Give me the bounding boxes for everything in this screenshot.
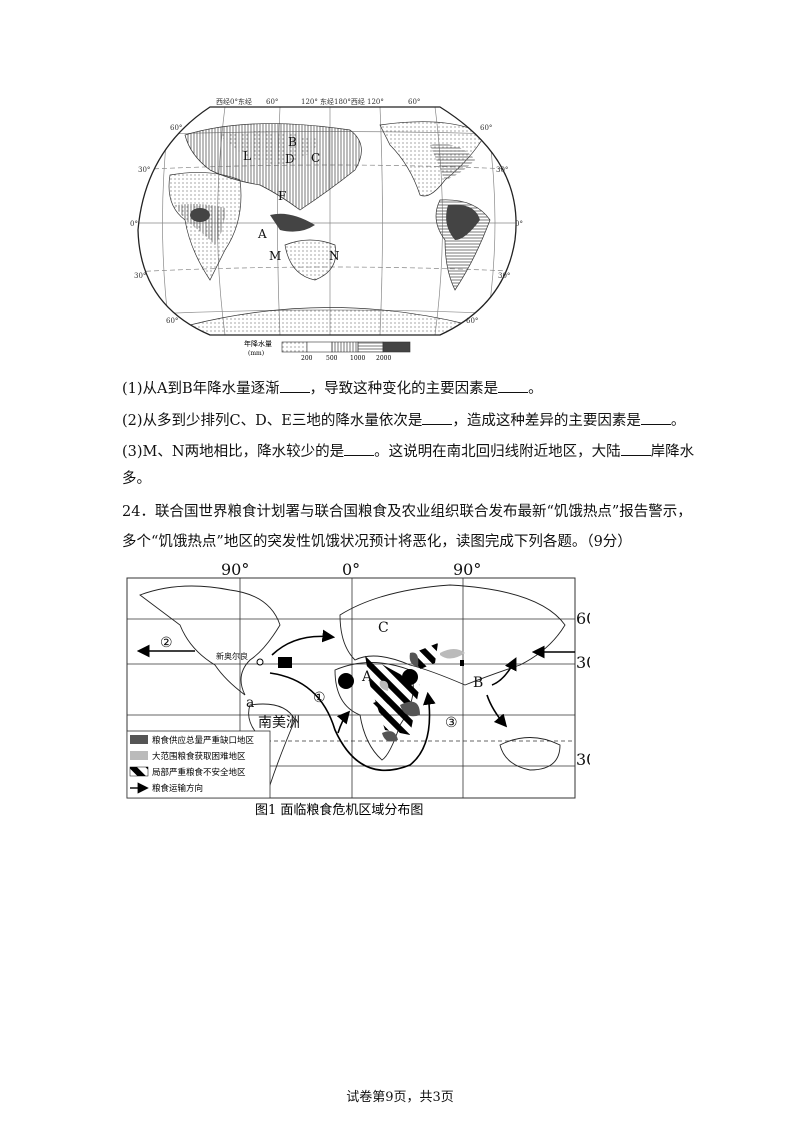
precipitation-world-map: 西经0°东经 60° 120° 东经180°西经 120° 60° 60° 30… (130, 97, 523, 362)
question-2: (2)从多到少排列C、D、E三地的降水量依次是 ，造成这种差异的主要因素是。 (122, 410, 685, 431)
svg-text:200: 200 (301, 355, 313, 362)
food-crisis-map: 90° 0° 90° 60° 30° 30° ② ① ③ A B C a 南美洲… (126, 560, 590, 818)
svg-text:500: 500 (326, 355, 338, 362)
map1-top-label: 120° (367, 98, 384, 106)
point-label-d: D (285, 152, 295, 166)
label-a-upper: A (361, 669, 373, 685)
svg-text:粮食供应总量严重缺口地区: 粮食供应总量严重缺口地区 (152, 735, 255, 746)
answer-blank[interactable] (279, 378, 310, 393)
question-3: (3)M、N两地相比，降水较少的是 。这说明在南北回归线附近地区，大陆 岸降水 (122, 441, 694, 462)
answer-blank[interactable] (620, 441, 651, 456)
svg-text:2000: 2000 (376, 355, 391, 362)
question-24-line1: 24．联合国世界粮食计划署与联合国粮食及农业组织联合发布最新“饥饿热点”报告警示… (122, 504, 692, 520)
svg-text:(mm): (mm) (248, 350, 264, 357)
label-circle-1: ① (313, 690, 326, 706)
map2-legend: 粮食供应总量严重缺口地区 大范围粮食获取困难地区 局部严重粮食不安全地区 粮食运… (126, 730, 271, 799)
latitude-label: 30° (576, 750, 590, 769)
label-circle-2: ② (160, 635, 173, 651)
point-label-a: A (257, 227, 267, 241)
point-label-f: F (278, 189, 286, 203)
svg-text:年降水量: 年降水量 (244, 339, 272, 348)
svg-text:粮食运输方向: 粮食运输方向 (152, 783, 203, 794)
question-1: (1)从A到B年降水量逐渐 ，导致这种变化的主要因素是。 (122, 378, 543, 399)
map1-top-label: 60° (266, 98, 278, 106)
point-label-c: C (311, 151, 320, 165)
svg-text:1000: 1000 (350, 355, 365, 362)
label-a-lower: a (246, 695, 254, 711)
question-24-line2: 多个“饥饿热点”地区的突发性饥饿状况预计将恶化，读图完成下列各题。（9分） (122, 534, 632, 550)
question-3-continuation: 多。 (122, 471, 151, 487)
map1-top-label: 120° (301, 98, 318, 106)
longitude-label: 0° (342, 560, 360, 579)
longitude-label: 90° (221, 560, 249, 579)
point-label-b: B (288, 135, 297, 149)
city-label: 新奥尔良 (216, 651, 248, 661)
svg-text:局部严重粮食不安全地区: 局部严重粮食不安全地区 (152, 767, 246, 778)
map1-lat-label: 30° (496, 166, 508, 174)
answer-blank[interactable] (498, 378, 529, 393)
label-c: C (378, 620, 389, 636)
map1-lat-label: 30° (498, 272, 510, 280)
latitude-label: 60° (576, 609, 590, 628)
answer-blank[interactable] (422, 410, 453, 425)
label-b: B (473, 675, 483, 691)
label-circle-3: ③ (445, 715, 458, 731)
map1-lat-label: 0° (515, 220, 523, 228)
map1-lat-label: 30° (138, 166, 150, 174)
longitude-label: 90° (453, 560, 481, 579)
map1-lat-label: 60° (466, 317, 478, 325)
continent-label: 南美洲 (258, 715, 300, 731)
answer-blank[interactable] (640, 410, 671, 425)
map1-top-label: 西经0°东经 (216, 97, 252, 106)
svg-text:大范围粮食获取困难地区: 大范围粮食获取困难地区 (152, 751, 246, 762)
precipitation-legend: 年降水量 (mm) 200 500 1000 2000 (244, 339, 411, 362)
answer-blank[interactable] (344, 441, 375, 456)
map1-top-label: 东经180°西经 (320, 97, 365, 106)
map1-top-label: 60° (408, 98, 420, 106)
point-label-n: N (329, 249, 340, 263)
figure-caption: 图1 面临粮食危机区域分布图 (255, 802, 423, 818)
map1-lat-label: 60° (170, 124, 182, 132)
map1-lat-label: 30° (134, 272, 146, 280)
point-label-m: M (269, 249, 281, 263)
map1-lat-label: 0° (130, 220, 138, 228)
point-label-l: L (243, 149, 251, 163)
map1-lat-label: 60° (480, 124, 492, 132)
page-footer: 试卷第9页，共3页 (346, 1090, 454, 1105)
map1-lat-label: 60° (166, 317, 178, 325)
latitude-label: 30° (576, 653, 590, 672)
